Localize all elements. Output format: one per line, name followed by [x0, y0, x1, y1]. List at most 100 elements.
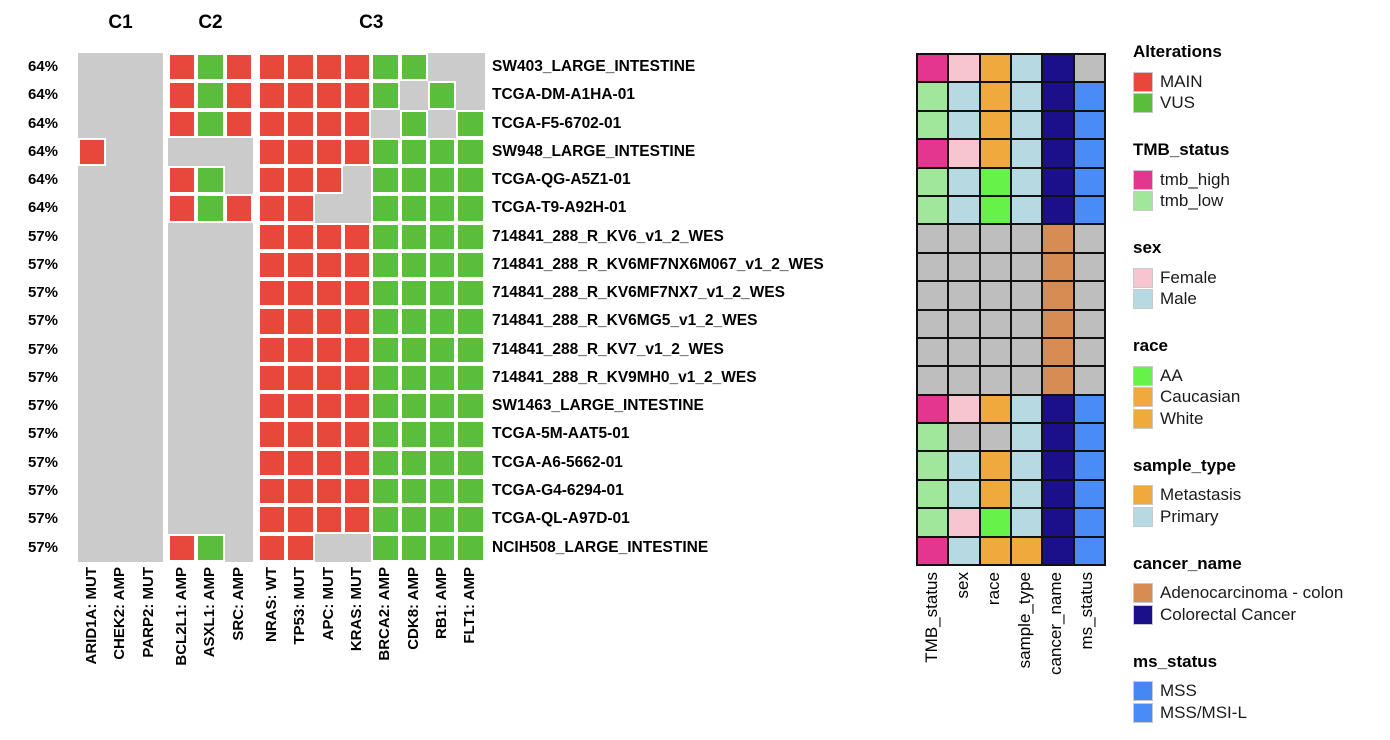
gene-label-row: ARID1A: MUT CHEK2: AMP PARP2: MUT BCL2L1: A… — [78, 567, 485, 740]
annotation-cell-sex — [949, 509, 979, 536]
cluster-label-C1: C1 — [108, 12, 133, 33]
alteration-cell — [135, 194, 163, 222]
alteration-cell — [342, 307, 372, 336]
alteration-cell — [78, 392, 106, 420]
annotation-cell-sex — [949, 168, 979, 195]
alteration-cell — [314, 53, 343, 82]
alteration-cell — [456, 420, 485, 449]
legend-swatch — [1133, 604, 1153, 625]
alteration-cell — [371, 335, 400, 364]
annotation-cell-ms_status — [1074, 367, 1104, 394]
percent-label: 57% — [27, 397, 58, 415]
legend-title: race — [1133, 336, 1168, 355]
annotation-cell-ms_status — [1074, 253, 1104, 281]
alteration-cell — [168, 505, 196, 533]
percent-label: 57% — [27, 481, 58, 499]
alteration-cell — [456, 476, 485, 506]
alteration-cell — [371, 166, 400, 195]
annotation-cell-sample_type — [1012, 509, 1042, 536]
annotation-cell-race — [980, 55, 1010, 82]
alteration-cell — [399, 250, 428, 280]
legend-item: tmb_high — [1133, 169, 1343, 191]
annotation-label-sample_type: sample_type — [1015, 572, 1034, 669]
annotation-cell-TMB_status — [918, 310, 948, 337]
alteration-cell — [168, 420, 196, 448]
legend-section-sample_type: sample_type Metastasis Primary — [1133, 456, 1343, 528]
alteration-cell — [427, 392, 457, 421]
annotation-label-race-wrap: race — [978, 572, 1009, 737]
alteration-cell — [167, 194, 197, 223]
alteration-cell — [78, 223, 106, 251]
alteration-cell — [456, 392, 485, 421]
annotation-cell-cancer_name — [1043, 509, 1073, 536]
alteration-cell — [342, 335, 372, 364]
percent-label: 64% — [27, 86, 58, 104]
gene-label-wrap: KRAS: MUT — [343, 567, 371, 740]
legend-swatch — [1133, 267, 1153, 288]
alteration-cell — [78, 449, 106, 477]
annotation-cell-cancer_name — [1043, 168, 1073, 195]
gene-group-C3 — [257, 53, 485, 562]
annotation-cell-race — [980, 480, 1010, 508]
alteration-cell — [342, 222, 372, 251]
alteration-cell — [399, 363, 428, 393]
annotation-cell-sample_type — [1012, 424, 1042, 451]
alteration-cell — [427, 307, 457, 336]
alteration-cell — [427, 476, 457, 506]
legend-label: Adenocarcinoma - colon — [1160, 583, 1344, 603]
annotation-cell-race — [980, 338, 1010, 366]
alteration-cell — [399, 166, 428, 195]
annotation-cell-sex — [949, 140, 979, 167]
alteration-cell — [314, 476, 343, 506]
legend-title: sex — [1133, 238, 1162, 257]
alteration-cell — [78, 251, 106, 279]
annotation-cell-sample_type — [1012, 480, 1042, 508]
legend-section-cancer_name: cancer_name Adenocarcinoma - colon Colorec… — [1133, 554, 1343, 626]
legend-label: MSS — [1160, 681, 1197, 701]
percent-label: 57% — [27, 284, 58, 302]
sample-label: TCGA-5M-AAT5-01 — [492, 425, 630, 443]
alteration-cell — [371, 137, 400, 167]
sample-label: 714841_288_R_KV6MG5_v1_2_WES — [492, 312, 758, 330]
legend-item: Male — [1133, 289, 1343, 311]
gene-label-wrap: ASXL1: AMP — [196, 567, 224, 740]
alteration-cell — [78, 53, 106, 81]
annotation-cell-TMB_status — [918, 168, 948, 195]
alteration-cell — [106, 307, 134, 335]
alteration-cell — [225, 166, 253, 194]
annotation-cell-sex — [949, 480, 979, 508]
annotation-cell-cancer_name — [1043, 395, 1073, 423]
alteration-cell — [225, 336, 253, 364]
annotation-cell-sample_type — [1012, 338, 1042, 366]
alteration-cell — [314, 279, 343, 308]
alteration-cell — [427, 279, 457, 308]
alteration-cell — [78, 110, 106, 138]
sample-label: TCGA-A6-5662-01 — [492, 453, 623, 471]
alteration-cell — [427, 363, 457, 393]
annotation-cell-TMB_status — [918, 55, 948, 82]
alteration-cell — [286, 420, 315, 449]
annotation-cell-sex — [949, 225, 979, 252]
alteration-cell — [286, 533, 315, 562]
annotation-cell-TMB_status — [918, 367, 948, 394]
alteration-cell — [224, 194, 253, 223]
alteration-cell — [78, 279, 106, 307]
percent-label: 57% — [27, 425, 58, 443]
gene-label-wrap: APC: MUT — [315, 567, 343, 740]
annotation-cell-TMB_status — [918, 140, 948, 167]
sample-label: TCGA-QG-A5Z1-01 — [492, 171, 631, 189]
alteration-cell — [257, 137, 287, 167]
sample-label: 714841_288_R_KV6MF7NX7_v1_2_WES — [492, 284, 785, 302]
legend-label: MSS/MSI-L — [1160, 702, 1247, 722]
alteration-cell — [456, 194, 485, 223]
annotation-cell-ms_status — [1074, 509, 1104, 536]
annotation-cell-sample_type — [1012, 83, 1042, 110]
alteration-cell — [399, 109, 428, 138]
legend-item: Metastasis — [1133, 485, 1343, 507]
alteration-cell — [106, 505, 134, 533]
alteration-grid — [78, 53, 485, 562]
legend-panel: Alterations MAIN VUS TMB_status tmb_high tmb_… — [1133, 42, 1343, 740]
alteration-cell — [224, 53, 253, 82]
gene-label-wrap: BCL2L1: AMP — [168, 567, 196, 740]
